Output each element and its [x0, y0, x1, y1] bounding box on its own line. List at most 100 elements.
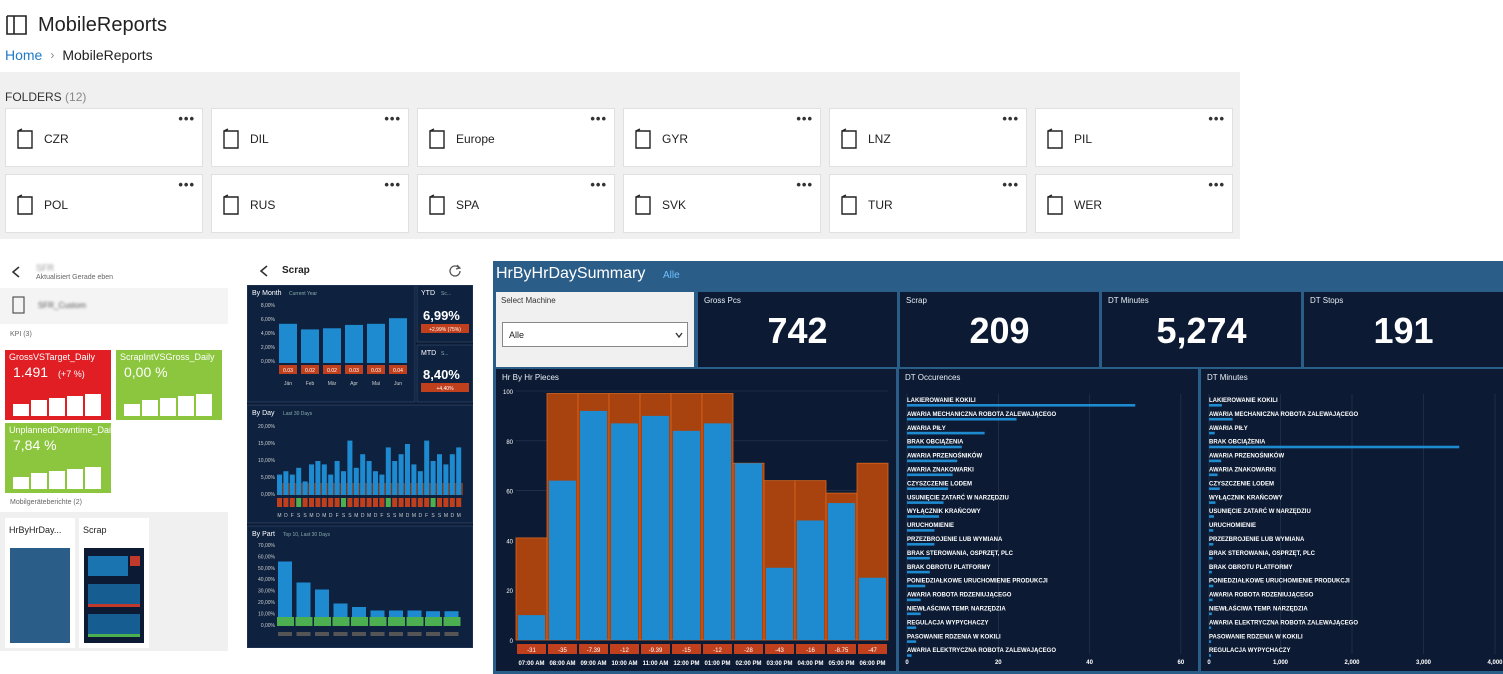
- category-label: BRAK STEROWANIA, OSPRZĘT, PLC: [1209, 551, 1316, 557]
- more-options-icon[interactable]: •••: [796, 177, 813, 192]
- bar: [907, 612, 921, 616]
- variance-cell: [703, 644, 732, 654]
- folder-icon: [635, 128, 651, 149]
- folder-tile-gyr[interactable]: GYR •••: [623, 108, 821, 167]
- folder-icon: [841, 128, 857, 149]
- folder-tile-lnz[interactable]: LNZ •••: [829, 108, 1027, 167]
- refresh-icon[interactable]: [448, 263, 462, 277]
- kpi-tile[interactable]: GrossVSTarget_Daily 1.491 (+7 %): [5, 350, 111, 420]
- report-tile-hrbyhr[interactable]: HrByHrDay...: [5, 518, 75, 648]
- card-label: DT Minutes: [1108, 296, 1149, 305]
- bar: [1209, 473, 1218, 477]
- more-options-icon[interactable]: •••: [178, 111, 195, 126]
- status-cell: [366, 498, 372, 507]
- y-tick-label: 15,00%: [258, 441, 276, 447]
- value-label: 0.02: [327, 368, 337, 374]
- folder-name: PIL: [1074, 132, 1093, 146]
- bar: [443, 464, 449, 495]
- more-options-icon[interactable]: •••: [384, 177, 401, 192]
- category-label: BRAK STEROWANIA, OSPRZĘT, PLC: [907, 551, 1014, 557]
- hrbyhr-dashboard: HrByHrDaySummary Alle Select Machine All…: [493, 261, 1503, 674]
- bar: [907, 459, 958, 463]
- bar: [907, 626, 917, 629]
- folder-tile-wer[interactable]: WER •••: [1035, 174, 1233, 233]
- variance-cell: [610, 644, 639, 654]
- dashboard-filter-label[interactable]: Alle: [663, 270, 680, 281]
- bar: [296, 582, 311, 621]
- part-label-blurred: [444, 632, 459, 636]
- more-options-icon[interactable]: •••: [384, 111, 401, 126]
- back-arrow-icon[interactable]: [10, 265, 22, 279]
- more-options-icon[interactable]: •••: [1002, 111, 1019, 126]
- ytd-label: YTD: [421, 290, 435, 297]
- breadcrumb-home-link[interactable]: Home: [5, 47, 43, 63]
- more-options-icon[interactable]: •••: [1208, 177, 1225, 192]
- more-options-icon[interactable]: •••: [590, 177, 607, 192]
- y-tick-label: 50,00%: [258, 566, 276, 572]
- kpi-tile[interactable]: ScrapIntVSGross_Daily 0,00 %: [116, 350, 222, 420]
- folder-tile-europe[interactable]: Europe •••: [417, 108, 615, 167]
- device-icon: [12, 296, 25, 314]
- more-options-icon[interactable]: •••: [178, 177, 195, 192]
- more-options-icon[interactable]: •••: [1002, 177, 1019, 192]
- status-cell: [388, 617, 405, 626]
- part-label-blurred: [315, 632, 329, 636]
- chevron-down-icon: [675, 332, 683, 339]
- x-tick-label: S: [393, 513, 397, 519]
- back-arrow-icon[interactable]: [258, 264, 270, 278]
- bar: [426, 611, 440, 621]
- bar: [797, 520, 824, 640]
- folder-tile-spa[interactable]: SPA •••: [417, 174, 615, 233]
- report-tile-scrap[interactable]: Scrap: [79, 518, 149, 648]
- bar: [907, 556, 930, 560]
- x-tick-label: S: [431, 513, 435, 519]
- category-label: AWARIA ZNAKOWARKI: [1209, 468, 1276, 474]
- bar: [859, 577, 886, 640]
- category-label: PONIEDZIAŁKOWE URUCHOMIENIE PRODUKCJI: [1209, 579, 1350, 585]
- machine-select-label: Select Machine: [501, 296, 556, 305]
- x-tick-label: M: [457, 513, 461, 519]
- kpi-card-scrap[interactable]: Scrap 209: [900, 292, 1099, 367]
- status-cell: [302, 498, 308, 507]
- bar: [315, 589, 329, 621]
- breadcrumb-current: MobileReports: [62, 47, 153, 63]
- category-label: AWARIA ROBOTA RDZENIUJĄCEGO: [907, 593, 1012, 599]
- mtd-sub: S...: [441, 351, 449, 357]
- x-tick-label: S: [438, 513, 442, 519]
- value-cell: [367, 365, 385, 374]
- x-tick-label: D: [284, 513, 288, 519]
- folder-tile-tur[interactable]: TUR •••: [829, 174, 1027, 233]
- kpi-card-dt-stops[interactable]: DT Stops 191: [1304, 292, 1503, 367]
- folder-tile-pil[interactable]: PIL •••: [1035, 108, 1233, 167]
- part-label-blurred: [426, 632, 440, 636]
- y-tick-label: 5,00%: [261, 475, 276, 481]
- card-label: Gross Pcs: [704, 296, 741, 305]
- value-label: 0.03: [349, 368, 359, 374]
- folder-tile-dil[interactable]: DIL •••: [211, 108, 409, 167]
- more-options-icon[interactable]: •••: [1208, 111, 1225, 126]
- more-options-icon[interactable]: •••: [590, 111, 607, 126]
- folder-tile-pol[interactable]: POL •••: [5, 174, 203, 233]
- bar: [907, 431, 985, 435]
- bar: [1209, 543, 1214, 546]
- x-tick-label: F: [336, 513, 339, 519]
- variance-label: -43: [775, 648, 784, 654]
- status-cell: [315, 498, 321, 507]
- book-icon: [6, 15, 27, 35]
- scrap-title: Scrap: [282, 265, 310, 276]
- mobile-list-item[interactable]: SFR_Custom: [38, 301, 87, 310]
- category-label: PRZEZBROJENIE LUB WYMIANA: [907, 537, 1003, 543]
- kpi-card-gross-pcs[interactable]: Gross Pcs 742: [698, 292, 897, 367]
- folder-tile-svk[interactable]: SVK •••: [623, 174, 821, 233]
- kpi-card-dt-minutes[interactable]: DT Minutes 5,274: [1102, 292, 1301, 367]
- status-cell: [328, 498, 334, 507]
- mobile-list-subtitle: Aktualisiert Gerade eben: [36, 274, 114, 281]
- dt-occurences-chart: 0 20 40 60 LAKIEROWANIE KOKILI AWARIA MECHANI…: [905, 394, 1185, 666]
- folder-tile-rus[interactable]: RUS •••: [211, 174, 409, 233]
- kpi-tile[interactable]: UnplannedDowntime_Daily 7,84 %: [5, 423, 118, 493]
- category-label: AWARIA PRZENOŚNIKÓW: [1209, 452, 1284, 460]
- folder-tile-czr[interactable]: CZR •••: [5, 108, 203, 167]
- folders-panel: FOLDERS (12) CZR ••• DIL ••• Europe ••• GYR •••…: [0, 72, 1240, 239]
- machine-select[interactable]: Alle: [502, 322, 688, 347]
- more-options-icon[interactable]: •••: [796, 111, 813, 126]
